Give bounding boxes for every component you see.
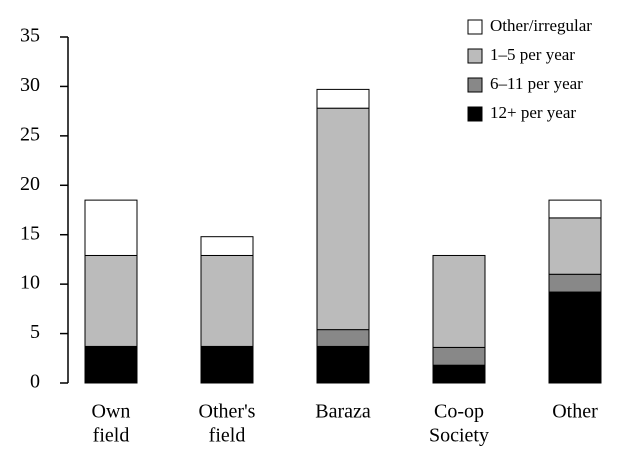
legend-label: 12+ per year — [490, 103, 576, 122]
bar-segment — [84, 254, 138, 347]
legend-swatch — [467, 77, 483, 93]
bar-segment — [548, 199, 602, 219]
bar-segment — [432, 254, 486, 348]
legend-label: 1–5 per year — [490, 45, 575, 64]
legend-swatch — [467, 19, 483, 35]
legend-swatch — [467, 48, 483, 64]
x-tick-label: Co-op — [434, 401, 484, 423]
bar-segment — [200, 254, 254, 347]
y-tick-label: 0 — [30, 371, 40, 393]
bar-segment — [432, 346, 486, 366]
x-tick-label: Other — [552, 401, 598, 423]
y-tick-label: 35 — [20, 25, 40, 47]
bar-segment — [316, 88, 370, 109]
bar-segment — [84, 199, 138, 256]
bar-segment — [200, 236, 254, 256]
y-tick-label: 20 — [20, 173, 40, 195]
y-tick-label: 30 — [20, 74, 40, 96]
bar-segment — [316, 345, 370, 384]
bar-segment — [316, 329, 370, 347]
x-tick-label: Baraza — [315, 401, 371, 423]
y-tick-label: 25 — [20, 123, 40, 145]
bar-segment — [316, 107, 370, 331]
x-tick-label: Other's — [199, 401, 256, 423]
x-tick-label: Society — [429, 425, 489, 447]
y-tick-label: 15 — [20, 222, 40, 244]
x-tick-label: Own — [92, 401, 131, 423]
bar-segment — [548, 273, 602, 293]
legend-swatch — [467, 106, 483, 122]
x-tick-label: field — [209, 425, 246, 447]
bar-segment — [548, 291, 602, 384]
x-tick-label: field — [93, 425, 130, 447]
bar-segment — [548, 217, 602, 275]
bar-segment — [84, 345, 138, 384]
y-tick-label: 10 — [20, 272, 40, 294]
legend-label: Other/irregular — [490, 16, 592, 35]
legend-label: 6–11 per year — [490, 74, 583, 93]
y-tick-label: 5 — [30, 321, 40, 343]
bar-segment — [432, 364, 486, 384]
bar-segment — [200, 345, 254, 384]
